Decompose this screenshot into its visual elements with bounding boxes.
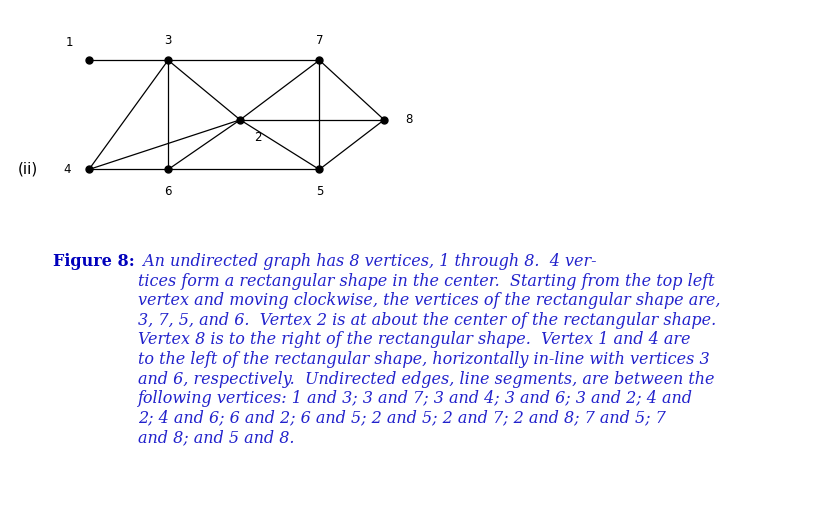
Text: 5: 5	[316, 186, 323, 198]
Text: 4: 4	[63, 163, 71, 176]
Text: 1: 1	[65, 36, 73, 50]
Text: Figure 8:: Figure 8:	[53, 253, 134, 270]
Text: 7: 7	[316, 34, 323, 47]
Text: 2: 2	[255, 131, 262, 144]
Text: 3: 3	[164, 34, 172, 47]
Text: An undirected graph has 8 vertices, 1 through 8.  4 ver-
tices form a rectangula: An undirected graph has 8 vertices, 1 th…	[138, 253, 720, 446]
Text: 6: 6	[164, 186, 172, 198]
Text: (ii): (ii)	[18, 161, 37, 176]
Text: 8: 8	[405, 113, 413, 126]
